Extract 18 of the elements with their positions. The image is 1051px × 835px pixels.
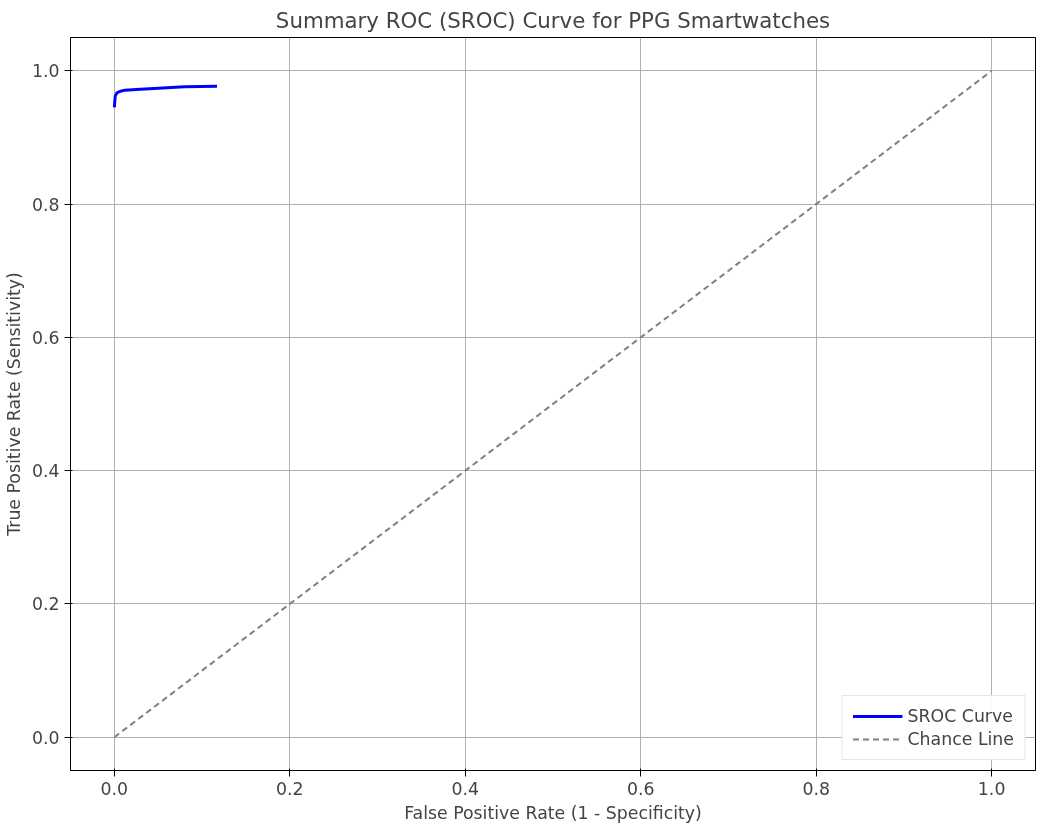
y-tick-label: 0.2 xyxy=(31,594,60,615)
x-axis-title: False Positive Rate (1 - Specificity) xyxy=(404,802,702,823)
chart-title: Summary ROC (SROC) Curve for PPG Smartwatches xyxy=(275,7,831,33)
x-tick-label: 0.8 xyxy=(802,778,830,799)
y-tick-label: 1.0 xyxy=(31,61,60,82)
x-tick-label: 1.0 xyxy=(977,778,1006,799)
y-axis-title: True Positive Rate (Sensitivity) xyxy=(3,272,24,537)
y-tick-label: 0.6 xyxy=(31,327,60,348)
x-tick-label: 0.6 xyxy=(626,778,655,799)
y-tick-label: 0.4 xyxy=(31,461,60,482)
x-tick-label: 0.0 xyxy=(100,778,129,799)
legend-label: Chance Line xyxy=(907,729,1014,749)
x-tick-label: 0.4 xyxy=(451,778,480,799)
y-tick-label: 0.0 xyxy=(31,727,60,748)
y-tick-label: 0.8 xyxy=(31,194,60,215)
x-tick-label: 0.2 xyxy=(276,778,304,799)
line-series xyxy=(112,84,219,109)
legend-label: SROC Curve xyxy=(907,706,1013,726)
